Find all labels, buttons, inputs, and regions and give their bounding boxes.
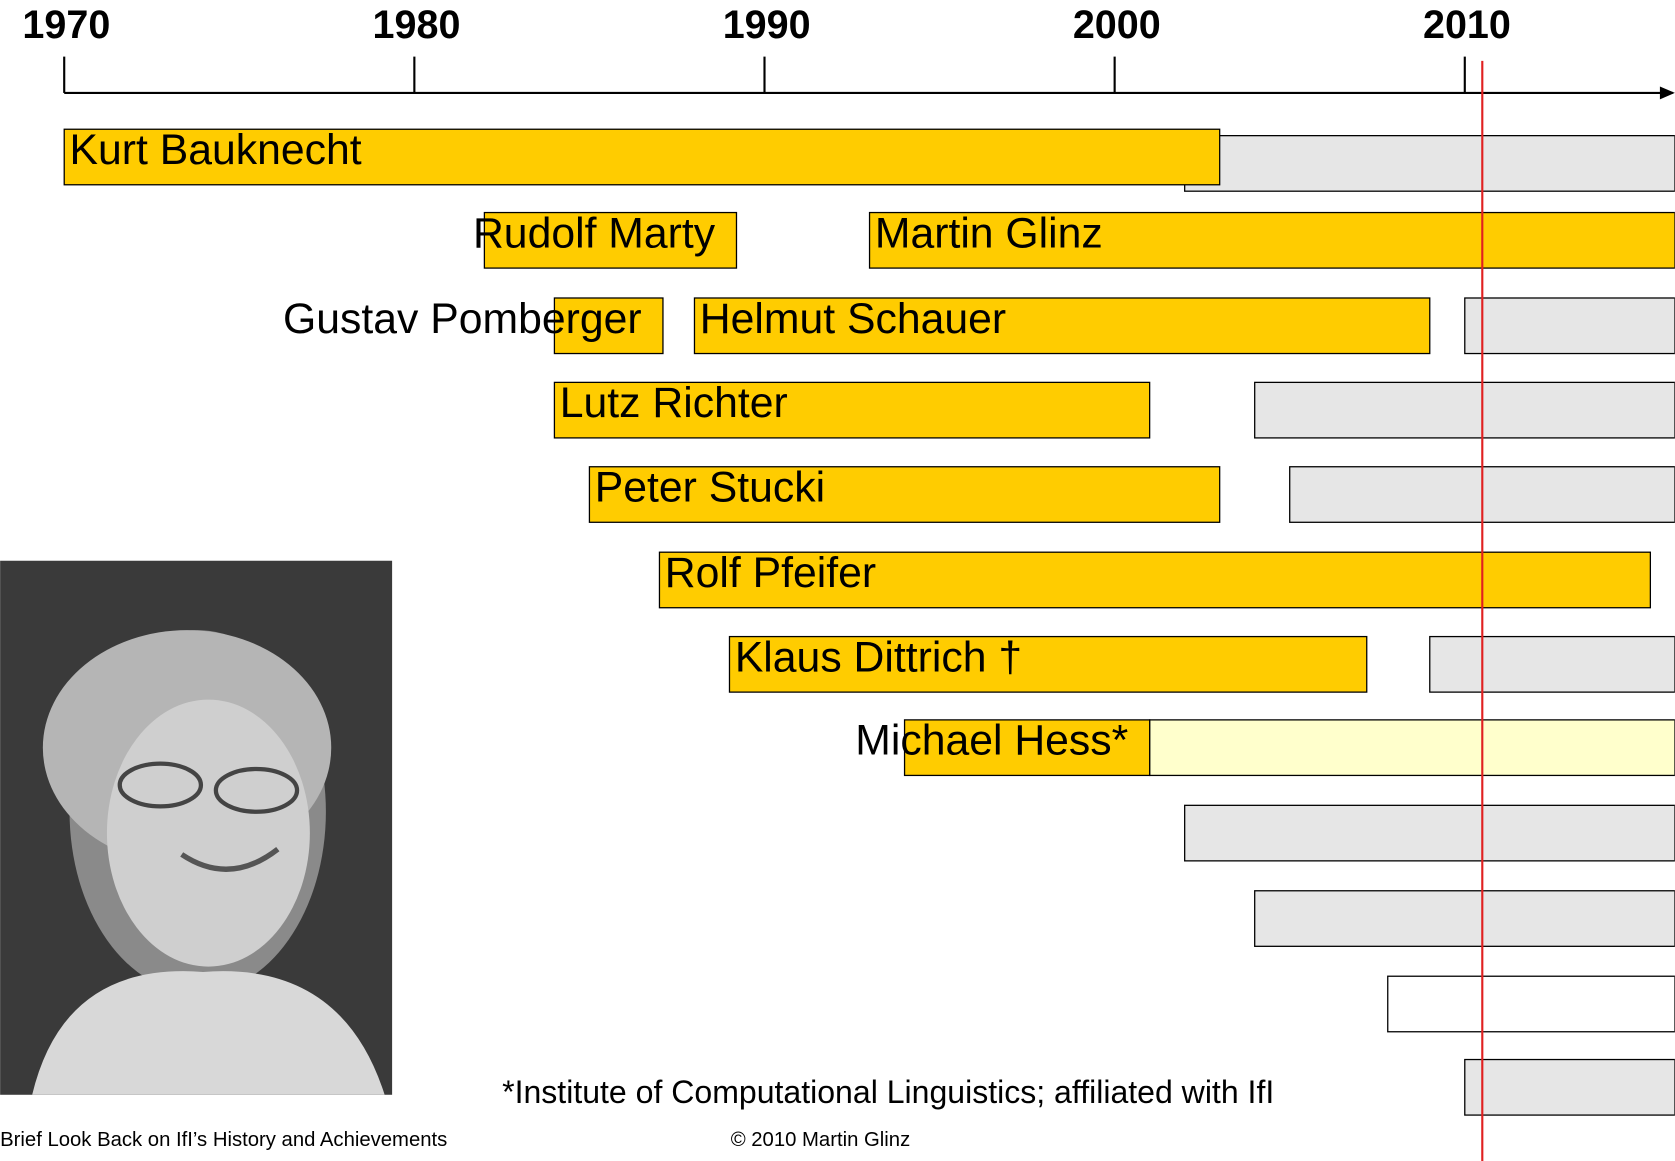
axis-arrow (1660, 87, 1675, 100)
timeline-bar (1150, 720, 1675, 776)
x-tick-label: 2000 (1073, 3, 1161, 47)
row (1185, 805, 1675, 861)
portrait (0, 561, 392, 1095)
bar-label: Kurt Bauknecht (70, 126, 362, 174)
timeline-bar (1388, 976, 1675, 1032)
bar-label: Gustav Pomberger (283, 295, 642, 343)
timeline-bar (1465, 1060, 1675, 1116)
timeline-bar (1430, 637, 1675, 693)
timeline-bar (1185, 805, 1675, 861)
bar-label: Klaus Dittrich † (735, 633, 1022, 681)
timeline-slide: *Institute of Computational Linguistics;… (0, 0, 1675, 1161)
row (1255, 891, 1675, 947)
row (1388, 976, 1675, 1032)
bar-label: Rolf Pfeifer (665, 549, 876, 597)
x-tick-label: 1990 (723, 3, 811, 47)
bar-label: Lutz Richter (560, 379, 788, 427)
bar-label: Peter Stucki (595, 464, 825, 512)
timeline-bar (1185, 136, 1675, 192)
x-tick-label: 1980 (373, 3, 461, 47)
row (1465, 1060, 1675, 1116)
bar-label: Martin Glinz (875, 209, 1103, 257)
x-tick-label: 1970 (22, 3, 110, 47)
bar-label: Rudolf Marty (473, 209, 716, 257)
timeline-bar (1255, 382, 1675, 438)
timeline-bar (1465, 298, 1675, 354)
bar-label: Michael Hess* (855, 717, 1128, 765)
bar-label: Helmut Schauer (700, 295, 1006, 343)
timeline-bar (1255, 891, 1675, 947)
footer-left: Brief Look Back on IfI’s History and Ach… (0, 1129, 447, 1151)
footnote: *Institute of Computational Linguistics;… (502, 1074, 1274, 1110)
x-tick-label: 2010 (1423, 3, 1511, 47)
footer-center: © 2010 Martin Glinz (731, 1129, 911, 1151)
